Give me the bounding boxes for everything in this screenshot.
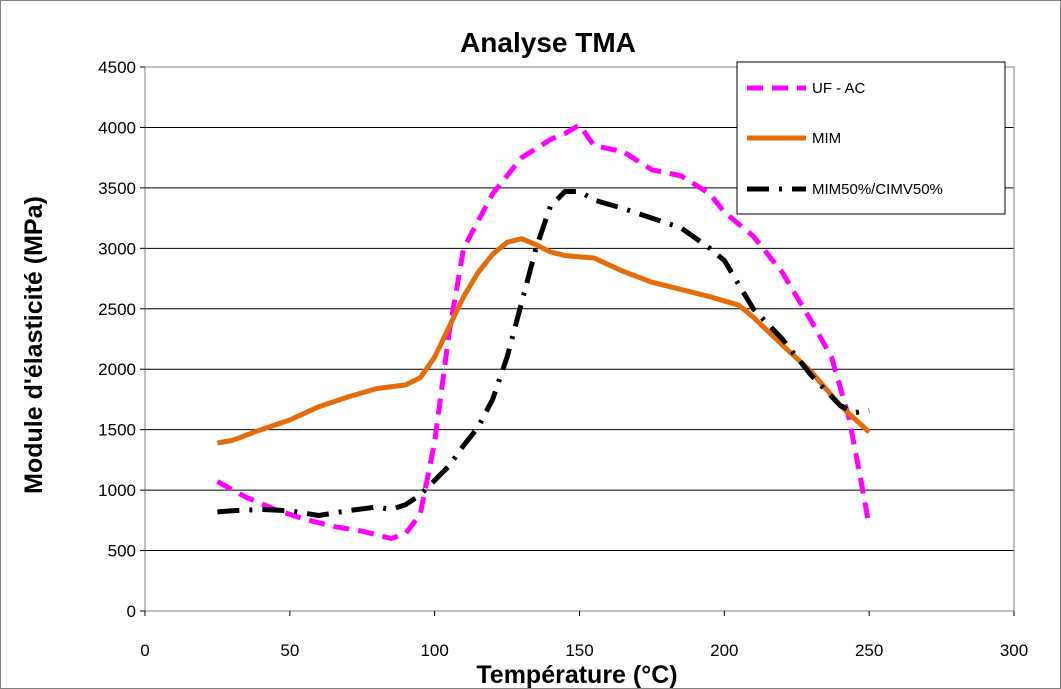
chart-title: Analyse TMA — [460, 27, 636, 58]
legend: UF - AC MIM MIM50%/CIMV50% — [736, 61, 1006, 215]
y-tick-label: 4000 — [98, 118, 136, 137]
axis-ticks: 0 500 1000 1500 2000 2500 3000 3500 4000 4500 0 50 1… — [98, 58, 1028, 660]
y-tick-label: 0 — [127, 602, 136, 621]
y-axis-title: Module d'élasticité (MPa) — [20, 196, 48, 494]
series-layer — [216, 122, 872, 541]
x-axis-title: Température (°C) — [476, 661, 677, 689]
series-line-3 — [217, 189, 870, 518]
y-tick-label: 4500 — [98, 58, 136, 77]
x-tick-label: 250 — [855, 641, 883, 660]
y-tick-label: 1500 — [98, 421, 136, 440]
y-tick-label: 3500 — [98, 179, 136, 198]
x-tick-label: 150 — [565, 641, 593, 660]
legend-label: MIM — [812, 130, 841, 147]
y-tick-label: 1000 — [98, 481, 136, 500]
x-tick-label: 50 — [280, 641, 299, 660]
y-tick-label: 2000 — [98, 360, 136, 379]
x-tick-label: 300 — [1000, 641, 1028, 660]
x-tick-label: 0 — [140, 641, 149, 660]
y-tick-label: 2500 — [98, 300, 136, 319]
x-tick-label: 100 — [420, 641, 448, 660]
y-tick-label: 3000 — [98, 239, 136, 258]
legend-label: UF - AC — [812, 80, 866, 97]
y-tick-label: 500 — [108, 542, 136, 561]
x-tick-label: 200 — [710, 641, 738, 660]
series-line-2 — [216, 236, 871, 446]
legend-label: MIM50%/CIMV50% — [812, 181, 943, 198]
series-line-1 — [216, 122, 872, 541]
